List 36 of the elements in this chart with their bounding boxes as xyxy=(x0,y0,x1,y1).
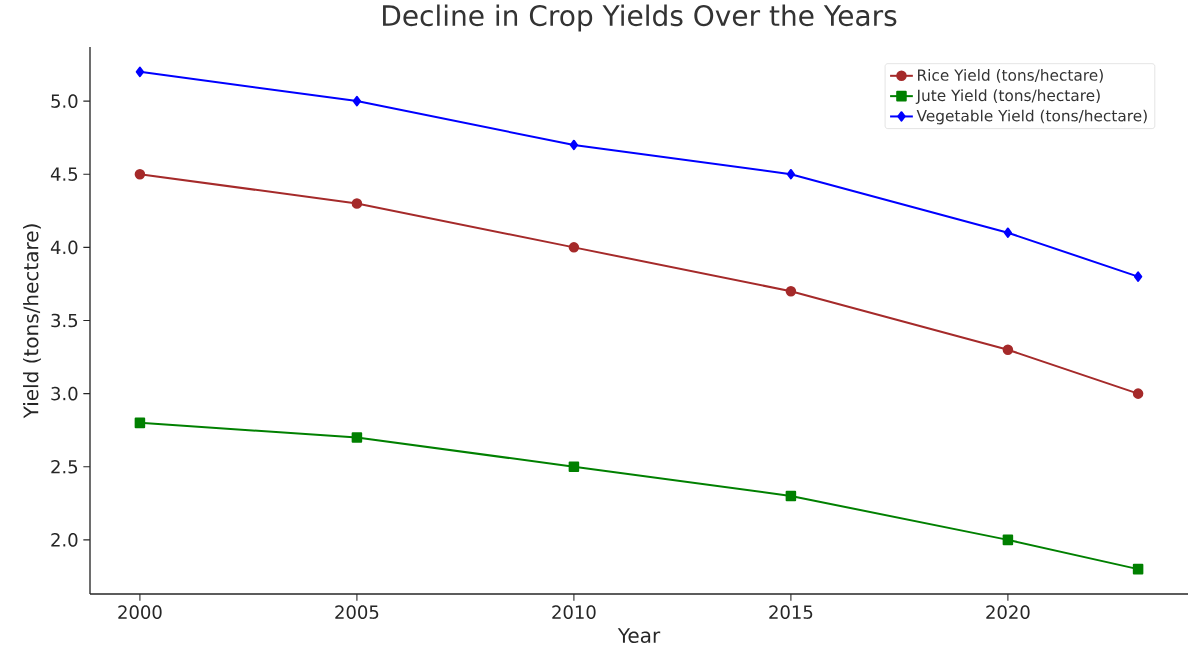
y-tick-label: 2.5 xyxy=(51,459,78,474)
y-tick-label: 4.0 xyxy=(50,240,78,255)
x-tick-label: 2020 xyxy=(986,605,1030,619)
x-tick-label: 2010 xyxy=(552,605,596,619)
point xyxy=(351,198,363,209)
point xyxy=(785,490,797,502)
point xyxy=(1133,271,1143,282)
y-tick-label: 3.5 xyxy=(51,313,78,328)
point xyxy=(1132,563,1144,575)
point xyxy=(134,168,146,180)
chart-title: Decline in Crop Yields Over the Years xyxy=(383,4,897,32)
y-tick-label: 2.0 xyxy=(51,533,78,547)
x-tick-label: 2015 xyxy=(769,605,813,619)
y-axis-title: Yield (tons/hectare) xyxy=(23,224,41,419)
y-tick-label: 3.0 xyxy=(51,386,78,401)
point xyxy=(568,242,580,253)
legend-label: Rice Yield (tons/hectare) xyxy=(918,69,1103,83)
point xyxy=(134,417,146,429)
x-axis-title: Year xyxy=(617,628,661,643)
point xyxy=(1002,344,1014,356)
legend-label: Vegetable Yield (tons/hectare) xyxy=(916,109,1147,125)
point xyxy=(1002,534,1014,546)
x-tick-label: 2005 xyxy=(335,605,379,619)
point xyxy=(786,168,796,180)
point xyxy=(352,95,362,107)
point xyxy=(1003,227,1013,238)
x-tick-label: 2000 xyxy=(118,605,162,619)
point xyxy=(568,461,580,473)
point xyxy=(785,285,797,297)
point xyxy=(569,139,579,151)
legend-label: Jute Yield (tons/hectare) xyxy=(915,89,1100,105)
point xyxy=(1132,388,1144,399)
y-tick-label: 4.5 xyxy=(50,167,78,181)
point xyxy=(135,66,145,78)
point xyxy=(351,432,363,443)
y-tick-label: 5.0 xyxy=(51,94,78,108)
